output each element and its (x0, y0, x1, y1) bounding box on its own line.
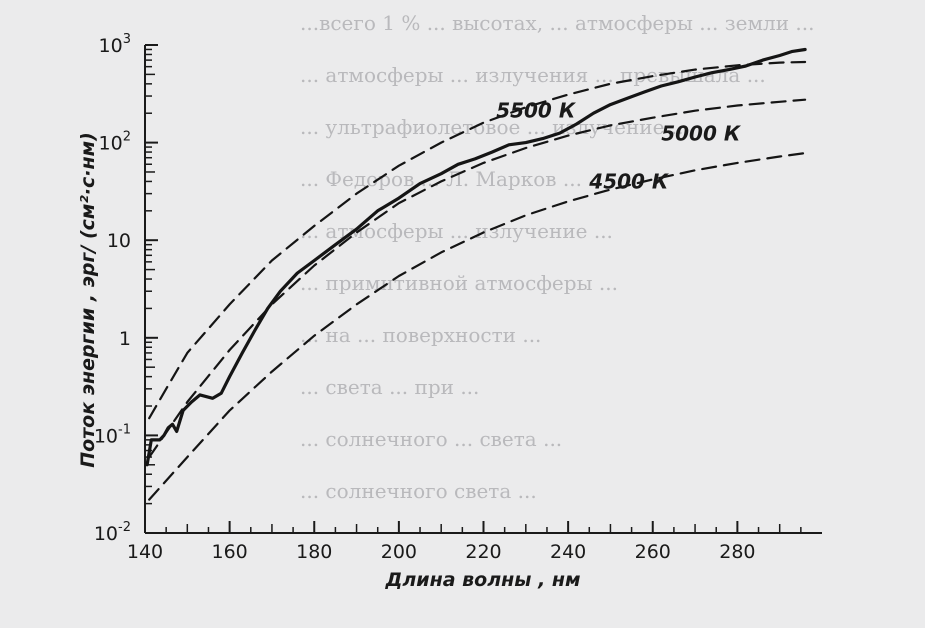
y-tick-base: 10 (94, 425, 118, 447)
background-text-line: ... солнечного ... света ... (300, 427, 562, 451)
y-tick-base: 10 (94, 523, 118, 545)
x-tick-label: 280 (719, 541, 755, 563)
background-text-line: ... света ... при ... (300, 375, 479, 399)
background-text-line: ...всего 1 % ... высотах, ... атмосферы … (300, 11, 815, 35)
series-label-5500-к: 5500 К (496, 99, 577, 123)
y-tick-label: 10 (107, 230, 131, 252)
x-tick-label: 160 (211, 541, 247, 563)
x-tick-label: 260 (635, 541, 671, 563)
y-tick-label: 10-1 (94, 422, 131, 447)
background-text-line: ... Федоров ... Л. Марков ... (300, 167, 582, 191)
background-page-text: ...всего 1 % ... высотах, ... атмосферы … (300, 11, 815, 503)
x-tick-label: 140 (127, 541, 163, 563)
series-line-5000-к (148, 98, 807, 459)
y-tick-label: 10-2 (94, 520, 131, 545)
background-text-line: ... примитивной атмосферы ... (300, 271, 618, 295)
x-tick-label: 220 (465, 541, 501, 563)
y-tick-label: 103 (99, 32, 131, 57)
chart-axes: 140 160 180 200 220 240 260 28010310210110-110-… (77, 32, 822, 591)
observed-flux-line (145, 47, 807, 467)
x-tick-label: 180 (296, 541, 332, 563)
x-tick-label: 200 (381, 541, 417, 563)
chart-labels: 5500 К 5000 К 4500 К (496, 99, 742, 194)
y-axis-title: Поток энергии , эрг/ (см²·с·нм) (77, 132, 99, 468)
background-text-line: ... на ... поверхности ... (300, 323, 541, 347)
background-text-line: ... атмосферы ... излучения ... превышал… (300, 63, 766, 87)
y-tick-base: 10 (107, 230, 131, 252)
y-tick-base: 10 (99, 133, 123, 155)
x-axis-title: Длина волны , нм (384, 569, 580, 591)
y-tick-exponent: 2 (123, 130, 131, 145)
series-line-4500-к (148, 152, 807, 501)
chart-series (145, 47, 807, 501)
y-tick-base: 10 (99, 35, 123, 57)
y-tick-label: 1 (119, 328, 131, 350)
y-tick-exponent: -2 (118, 520, 131, 535)
y-tick-base: 1 (119, 328, 131, 350)
y-tick-label: 102 (99, 130, 131, 155)
series-label-4500-к: 4500 К (588, 169, 670, 193)
x-tick-label: 240 (550, 541, 586, 563)
background-text-line: ... солнечного света ... (300, 479, 537, 503)
y-tick-exponent: 3 (123, 32, 131, 47)
y-tick-exponent: -1 (118, 422, 131, 437)
series-label-5000-к: 5000 К (661, 122, 742, 146)
series-line-5500-к (148, 60, 807, 420)
